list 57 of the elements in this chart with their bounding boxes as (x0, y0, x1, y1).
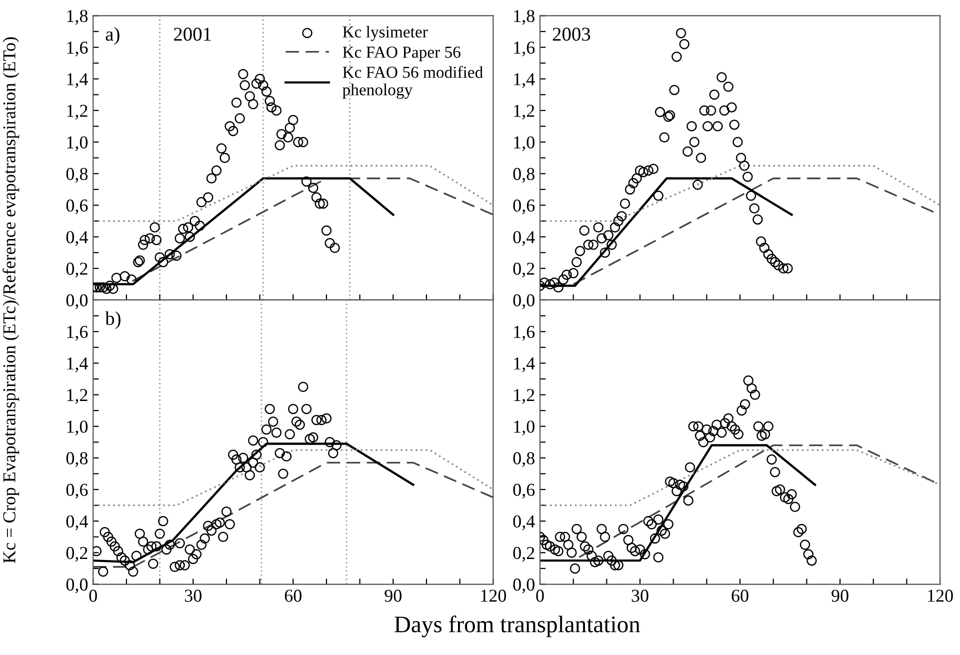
y-tick-label: 0,6 (513, 199, 535, 214)
y-tick-label: 0,8 (513, 168, 534, 183)
x-tick-label: 120 (481, 590, 506, 602)
x-tick-label: 60 (284, 590, 302, 602)
y-tick-label: 0,6 (513, 484, 535, 499)
x-tick-label: 90 (384, 590, 402, 602)
y-tick-label: 1,4 (67, 73, 88, 88)
y-tick-label: 0,0 (513, 294, 534, 310)
y-tick-label: 0,4 (66, 231, 88, 246)
y-tick-label: 0,2 (66, 262, 88, 278)
annotation: 2001 (174, 28, 211, 41)
x-tick-label: 0 (89, 590, 97, 602)
y-tick-label: 0,0 (66, 294, 88, 310)
y-tick-label: 0,4 (513, 231, 535, 246)
y-tick-label: 1,6 (67, 326, 88, 341)
x-tick-label: 0 (536, 590, 544, 602)
y-tick-label: 1,0 (67, 136, 88, 152)
y-tick-label: 0,8 (513, 452, 534, 467)
y-tick-label: 0,4 (513, 515, 535, 530)
y-tick-label: 1,6 (514, 42, 535, 56)
y-axis-title: Kc = Crop Evapotranspiration (ETc)/Reference evapotranspiration (ETo) (2, 37, 20, 563)
y-tick-label: 0,0 (513, 578, 534, 594)
legend-label: Kc lysimeter (342, 26, 428, 41)
x-axis-title: Days from transplantation (394, 616, 640, 638)
y-tick-label: 0,2 (66, 546, 88, 562)
legend-label: Kc FAO Paper 56 (342, 46, 460, 62)
y-tick-label: 1,0 (67, 420, 88, 436)
y-tick-label: 1,8 (514, 10, 534, 25)
x-tick-label: 120 (928, 590, 953, 602)
y-tick-label: 1,2 (67, 104, 88, 120)
legend-label: Kc FAO 56 modified phenology (342, 66, 483, 99)
y-tick-label: 0,6 (66, 199, 88, 214)
y-tick-label: 1,2 (514, 104, 534, 120)
y-tick-label: 1,2 (67, 389, 88, 404)
y-tick-label: 1,4 (514, 358, 535, 372)
y-tick-label: 1,6 (514, 326, 535, 341)
x-tick-label: 60 (732, 590, 748, 602)
y-tick-label: 1,4 (67, 358, 88, 372)
y-tick-label: 0,2 (513, 546, 534, 562)
y-tick-label: 0,4 (66, 515, 88, 530)
y-tick-label: 1,6 (67, 42, 88, 56)
y-tick-label: 1,0 (514, 136, 534, 152)
y-tick-label: 1,8 (67, 10, 88, 25)
y-tick-label: 0,6 (66, 484, 88, 499)
x-tick-label: 30 (632, 590, 648, 602)
y-tick-label: 1,0 (514, 420, 534, 436)
x-tick-label: 90 (832, 590, 848, 602)
x-tick-label: 30 (184, 590, 202, 602)
y-tick-label: 0,0 (66, 578, 88, 594)
annotation: 2003 (552, 28, 590, 41)
y-tick-label: 1,2 (514, 389, 534, 404)
y-tick-label: 0,8 (66, 168, 88, 183)
annotation: a) (106, 27, 120, 45)
y-tick-label: 1,4 (514, 73, 535, 88)
annotation: b) (105, 311, 120, 329)
y-tick-label: 0,2 (513, 262, 534, 278)
y-tick-label: 0,8 (66, 452, 88, 467)
